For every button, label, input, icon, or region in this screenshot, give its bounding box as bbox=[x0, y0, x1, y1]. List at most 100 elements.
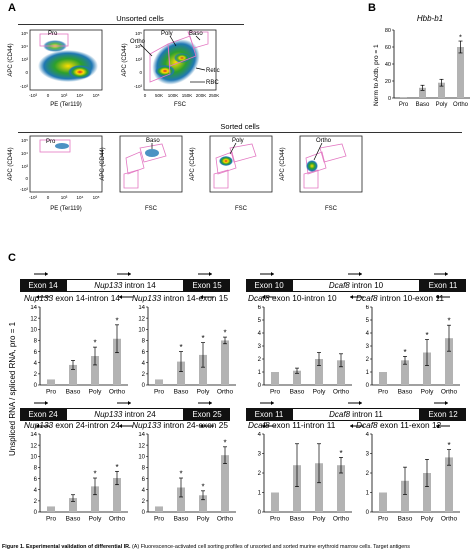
chart-title-gene: Nup133 bbox=[24, 293, 54, 303]
x-axis-label: PE (Ter119) bbox=[50, 102, 82, 108]
tick-label: 10³ bbox=[21, 164, 28, 169]
arrow-line bbox=[169, 35, 177, 47]
y-tick-label: 6 bbox=[258, 305, 262, 311]
y-tick-label: 2 bbox=[258, 471, 262, 477]
primer-arrowhead bbox=[209, 401, 212, 405]
y-ticks: 10⁵ 10⁴ 10³ 0 -10³ bbox=[20, 138, 29, 192]
gate-label-baso: Baso bbox=[189, 31, 203, 37]
y-tick-label: 10 bbox=[30, 454, 37, 460]
ortho-gate bbox=[123, 169, 139, 189]
tick-label: 0 bbox=[47, 93, 50, 98]
intron-gene-name: Dcaf8 bbox=[329, 410, 351, 419]
gate-label-poly: Poly bbox=[161, 31, 173, 37]
bar bbox=[379, 372, 387, 385]
category-label: Ortho bbox=[333, 516, 350, 523]
tick-label: 200K bbox=[196, 93, 207, 98]
baso-gate bbox=[319, 143, 347, 163]
tick-label: -10³ bbox=[20, 187, 29, 192]
bar bbox=[445, 338, 453, 385]
panel-c-letter: C bbox=[8, 252, 16, 264]
arrow-line bbox=[195, 67, 206, 71]
category-label: Baso bbox=[398, 516, 413, 523]
significance-star: * bbox=[223, 438, 226, 447]
bar bbox=[69, 364, 77, 385]
significance-star: * bbox=[179, 470, 182, 479]
category-label: Baso bbox=[398, 389, 413, 396]
y-tick-label: 3 bbox=[366, 452, 370, 458]
bar bbox=[69, 498, 77, 512]
chart-title-gene: Nup133 bbox=[132, 293, 162, 303]
x-axis-label: FSC bbox=[235, 206, 248, 212]
primer-arrowhead bbox=[128, 401, 131, 405]
tick-label: 10⁵ bbox=[93, 195, 100, 200]
intron-label: intron 14 bbox=[122, 281, 156, 290]
primer-arrowhead bbox=[359, 272, 362, 276]
y-tick-label: 0 bbox=[258, 510, 262, 516]
significance-star: * bbox=[93, 339, 96, 348]
y-tick-label: 12 bbox=[30, 316, 37, 322]
unsorted-flow-plots: Pro 10⁵ 10⁴ 10³ 0 -10³ -10³ 0 10³ 10⁴ 10… bbox=[8, 29, 220, 108]
category-label: Pro bbox=[399, 102, 409, 108]
y-tick-label: 10 bbox=[138, 327, 145, 333]
category-label: Poly bbox=[89, 389, 102, 396]
y-tick-label: 4 bbox=[142, 361, 146, 367]
category-label: Ortho bbox=[109, 516, 126, 523]
category-label: Pro bbox=[378, 389, 389, 396]
significance-star: * bbox=[425, 331, 428, 340]
bar bbox=[91, 356, 99, 385]
category-label: Pro bbox=[154, 389, 165, 396]
category-label: Poly bbox=[197, 516, 210, 523]
intron-box: Nup133 intron 14 bbox=[66, 279, 184, 292]
y-tick-label: 3 bbox=[366, 344, 370, 350]
bar bbox=[177, 487, 185, 512]
significance-star: * bbox=[201, 334, 204, 343]
y-axis-label: APC (CD44) bbox=[8, 43, 14, 76]
y-tick-label: 4 bbox=[366, 432, 370, 438]
category-label: Poly bbox=[313, 389, 326, 396]
y-tick-label: 1 bbox=[258, 491, 262, 497]
category-label: Baso bbox=[174, 389, 189, 396]
tick-label: 0 bbox=[144, 93, 147, 98]
intron-label: intron 24 bbox=[122, 410, 156, 419]
category-label: Poly bbox=[436, 102, 448, 108]
primer-arrowhead bbox=[271, 272, 274, 276]
exon-box: Exon 10 bbox=[246, 279, 292, 292]
y-tick-label: 0 bbox=[366, 383, 370, 389]
tick-label: 10⁴ bbox=[21, 44, 28, 49]
y-tick-label: 0 bbox=[258, 383, 262, 389]
y-tick-label: 80 bbox=[385, 28, 391, 34]
y-axis-label: APC (CD44) bbox=[190, 147, 196, 180]
chart-title-rest: exon 10-intron 10 bbox=[269, 293, 337, 303]
bar-chart: 0 2 4 6 8 10 12 14 Pro * Baso * Poly * Ortho bbox=[138, 305, 236, 396]
bar bbox=[113, 478, 121, 512]
y-tick-label: 6 bbox=[34, 350, 38, 356]
chart-title-rest: exon 11-exon 12 bbox=[377, 420, 442, 430]
tick-label: 0 bbox=[47, 195, 50, 200]
sorted-population bbox=[145, 149, 159, 157]
bar bbox=[271, 372, 279, 385]
bar bbox=[177, 361, 185, 385]
bar bbox=[315, 359, 323, 385]
tick-label: 10⁵ bbox=[135, 31, 142, 36]
y-tick-label: 4 bbox=[258, 331, 262, 337]
primer-arrowhead bbox=[350, 295, 353, 299]
panel-b-letter: B bbox=[368, 2, 376, 14]
category-label: Ortho bbox=[441, 389, 458, 396]
y-tick-label: 14 bbox=[138, 432, 145, 438]
tick-label: 10³ bbox=[61, 93, 68, 98]
exon-box: Exon 14 bbox=[20, 279, 66, 292]
intron-label: intron 10 bbox=[349, 281, 384, 290]
y-tick-label: 1 bbox=[366, 370, 370, 376]
density-cloud bbox=[38, 50, 98, 82]
exon-box: Exon 11 bbox=[246, 408, 292, 421]
category-label: Poly bbox=[197, 389, 210, 396]
category-label: Pro bbox=[154, 516, 165, 523]
significance-star: * bbox=[115, 463, 118, 472]
bar bbox=[221, 340, 229, 385]
gate-label-ortho: Ortho bbox=[316, 138, 332, 144]
category-label: Pro bbox=[378, 516, 389, 523]
x-axis-label: PE (Ter119) bbox=[50, 206, 82, 212]
y-ticks: 10⁵ 10⁴ 10³ 0 -10³ bbox=[20, 31, 29, 89]
chart-title: Dcaf8 exon 11-exon 12 bbox=[356, 420, 441, 430]
y-tick-label: 10 bbox=[138, 454, 145, 460]
